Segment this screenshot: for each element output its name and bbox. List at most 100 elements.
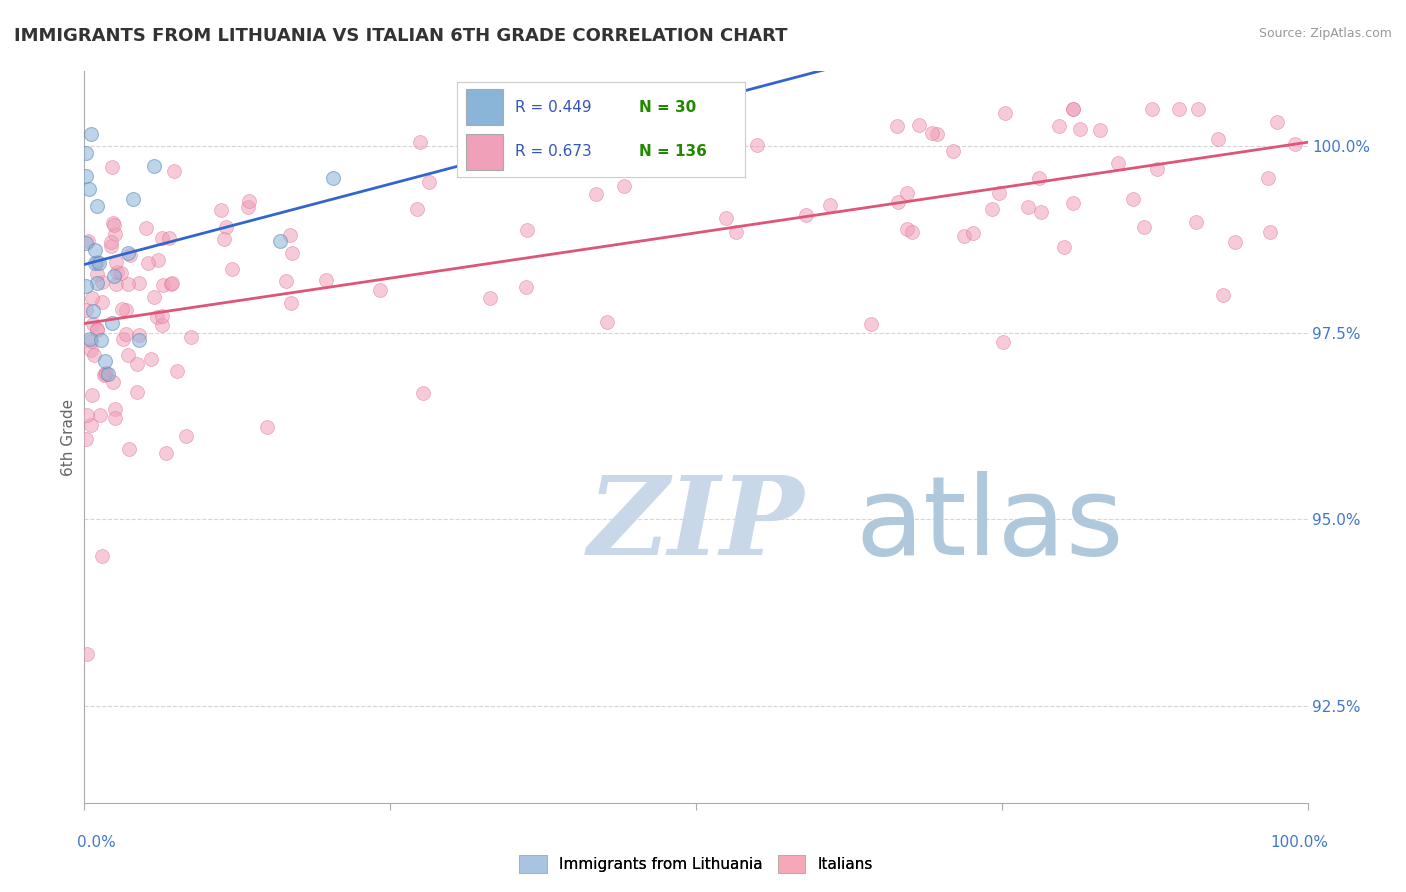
Point [155,446,177,460]
Point [111,332,134,346]
Point [157,231,180,245]
Point [97,367,120,381]
Point [166,364,188,378]
Point [274,274,297,288]
Point [87,256,110,270]
Point [1017,200,1039,214]
Point [716,211,738,226]
Point [613,179,636,194]
Point [1062,196,1084,211]
Point [942,144,965,158]
Point [104,254,127,268]
Point [76,647,98,661]
Point [103,375,125,389]
Point [100,160,122,174]
Point [79,332,101,346]
Point [91,275,114,289]
Point [146,310,169,324]
Point [100,239,122,253]
Point [925,128,948,142]
Point [953,229,976,244]
Point [89,408,111,422]
Point [103,268,125,283]
Point [150,318,173,333]
Point [83,348,105,362]
Point [993,335,1015,350]
Point [1047,119,1070,133]
Text: atlas: atlas [855,471,1123,578]
Point [280,295,302,310]
Point [143,291,166,305]
Point [94,367,117,381]
Point [908,118,931,132]
Point [221,262,243,277]
Point [1107,155,1129,169]
Y-axis label: 6th Grade: 6th Grade [60,399,76,475]
Point [180,329,202,343]
Point [84,243,107,257]
Point [212,232,235,246]
Point [962,227,984,241]
Point [1223,235,1246,249]
Point [128,328,150,343]
Point [634,155,657,169]
Point [409,135,432,149]
Point [135,220,157,235]
Point [238,200,260,214]
Point [596,315,619,329]
Point [146,252,169,267]
Point [1053,239,1076,253]
Point [150,310,173,324]
Point [280,245,302,260]
Point [104,277,127,292]
Point [515,279,537,293]
Point [75,433,97,447]
Point [82,317,104,331]
Point [278,228,301,243]
Text: 0.0%: 0.0% [77,836,117,850]
Point [75,169,97,183]
Point [117,277,139,291]
Point [1187,102,1209,116]
Point [128,276,150,290]
Point [1265,114,1288,128]
Legend: Immigrants from Lithuania, Italians: Immigrants from Lithuania, Italians [513,848,879,880]
Point [886,119,908,133]
Point [94,367,117,381]
Point [418,175,440,189]
Point [1133,219,1156,234]
Point [238,194,260,208]
Point [1031,205,1053,219]
Point [103,218,125,232]
Point [1069,122,1091,136]
Point [887,195,910,210]
Point [209,203,232,218]
Point [103,402,125,417]
Point [152,278,174,293]
Point [143,160,166,174]
Point [90,334,112,348]
Text: ZIP: ZIP [588,471,804,579]
Point [104,410,127,425]
Point [269,234,291,248]
Point [80,387,103,401]
Point [1185,214,1208,228]
Point [115,326,138,341]
Point [80,418,103,433]
Point [176,429,198,443]
Point [724,225,747,239]
Point [80,343,103,357]
Point [859,318,882,332]
Point [117,348,139,362]
Point [988,186,1011,201]
Point [796,208,818,222]
Point [1284,136,1306,151]
Point [1257,171,1279,186]
Point [1062,102,1084,116]
Point [120,248,142,262]
Point [125,358,148,372]
Point [75,236,97,251]
Text: IMMIGRANTS FROM LITHUANIA VS ITALIAN 6TH GRADE CORRELATION CHART: IMMIGRANTS FROM LITHUANIA VS ITALIAN 6TH… [14,27,787,45]
Point [101,316,124,330]
Point [696,118,718,132]
